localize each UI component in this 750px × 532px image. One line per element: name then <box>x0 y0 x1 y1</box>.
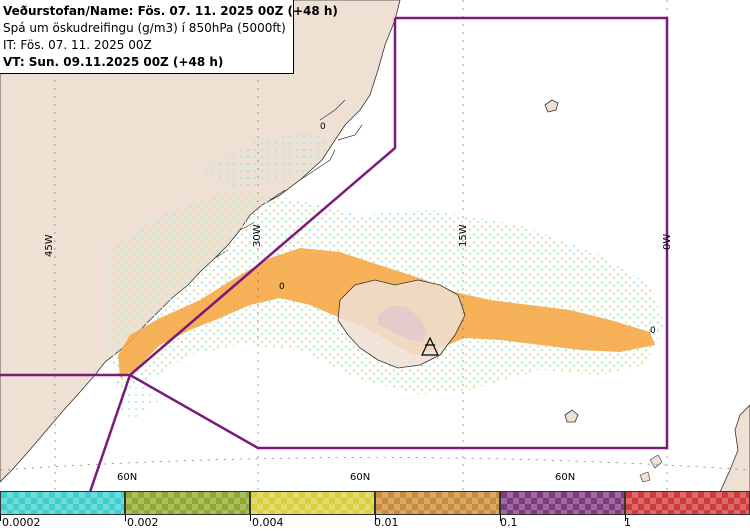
lon-label-30w: 30W <box>252 224 263 247</box>
concentration-legend: 0.0002 0.002 0.004 0.01 0.1 1 <box>0 491 750 532</box>
ash-trace-area <box>118 130 330 420</box>
lat-label-60n-2: 60N <box>350 472 371 483</box>
island-south <box>564 409 579 423</box>
legend-swatch-orange <box>375 491 500 515</box>
legend-label-5: 1 <box>624 516 631 529</box>
greenland-fjords <box>214 99 363 259</box>
info-valid-time: VT: Sun. 09.11.2025 00Z (+48 h) <box>3 55 224 69</box>
info-description: Spá um öskudreifingu (g/m3) í 850hPa (50… <box>3 21 286 35</box>
forecast-info-box: Veðurstofan/Name: Fös. 07. 11. 2025 00Z … <box>0 0 338 74</box>
lat-label-60n-1: 60N <box>117 472 138 483</box>
scandinavia-land <box>719 404 750 492</box>
lon-label-15w: 15W <box>458 224 469 247</box>
airspace-boundary <box>0 16 669 492</box>
info-title: Veðurstofan/Name: Fös. 07. 11. 2025 00Z … <box>3 4 338 18</box>
map-marker-3: 0 <box>650 326 656 336</box>
legend-swatch-olive <box>125 491 250 515</box>
map-canvas <box>0 0 750 492</box>
map-marker-1: 0 <box>279 282 285 292</box>
island-ne <box>544 99 559 113</box>
legend-label-0: 0.0002 <box>2 516 41 529</box>
legend-label-4: 0.1 <box>500 516 518 529</box>
legend-label-1: 0.002 <box>127 516 159 529</box>
lon-label-0w: 0W <box>662 233 673 250</box>
legend-swatch-cyan <box>0 491 125 515</box>
map-marker-2: 0 <box>320 122 326 132</box>
legend-label-2: 0.004 <box>252 516 284 529</box>
volcano-marker <box>421 336 439 356</box>
legend-swatch-purple <box>500 491 625 515</box>
legend-label-3: 0.01 <box>374 516 399 529</box>
lat-label-60n-3: 60N <box>555 472 576 483</box>
legend-swatch-red <box>625 491 750 515</box>
legend-swatch-yellow <box>250 491 375 515</box>
info-issue-time: IT: Fös. 07. 11. 2025 00Z <box>3 38 152 52</box>
norway-islands <box>639 454 663 483</box>
lon-label-45w: 45W <box>44 234 55 257</box>
